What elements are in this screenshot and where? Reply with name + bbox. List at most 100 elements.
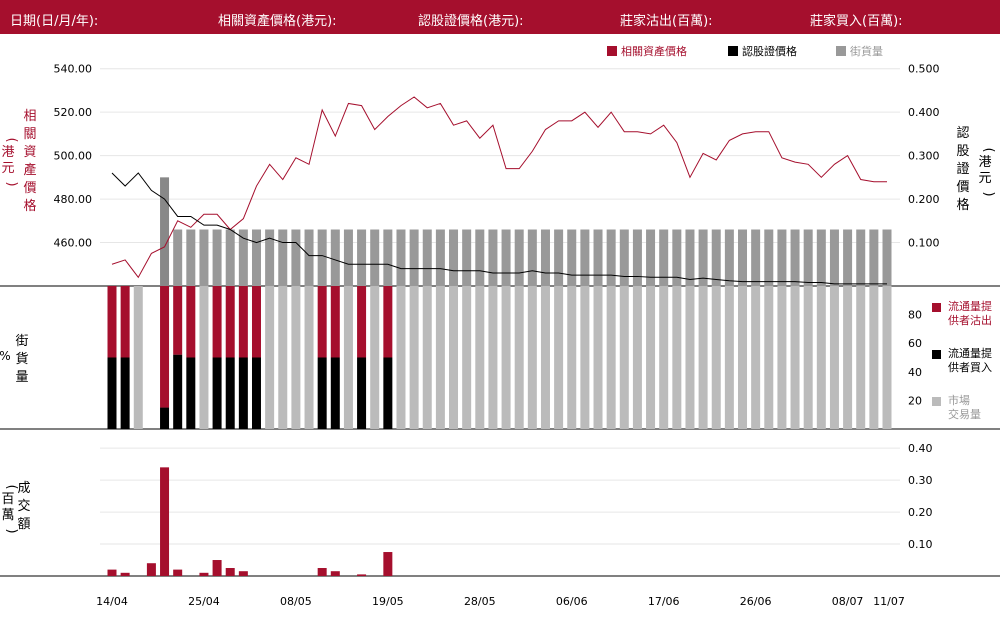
street-volume-bar	[435, 229, 445, 286]
pct-bar-segment	[330, 357, 340, 429]
pct-bar-segment	[580, 286, 590, 429]
pct-bar-segment	[751, 286, 761, 429]
pct-bar-segment	[186, 357, 196, 429]
street-volume-bar	[462, 229, 472, 286]
underlying-unit-char-open: (	[4, 137, 19, 142]
street-volume-bar	[160, 177, 170, 286]
left-tick-label: 460.00	[54, 237, 93, 250]
turnover-bar	[383, 552, 393, 576]
pct-bar-segment	[357, 286, 367, 358]
legend-swatch-warrant	[728, 46, 738, 56]
turnover-tick-label: 0.20	[908, 506, 933, 519]
street-volume-bar	[265, 229, 275, 286]
pct-bar-segment	[672, 286, 682, 429]
turnover-bars	[107, 467, 393, 576]
legend-underlying: 相關資產價格	[621, 44, 687, 58]
pct-legend-label: 供者沽出	[948, 313, 992, 327]
turnover-tick-label: 0.30	[908, 474, 933, 487]
warrant-axis-char: 證	[956, 161, 969, 177]
turnover-tick-label: 0.40	[908, 442, 933, 455]
street-volume-bar	[803, 229, 813, 286]
turnover-unit-char-open: (	[4, 484, 19, 489]
header-bar: 日期(日/月/年): 相關資產價格(港元): 認股證價格(港元): 莊家沽出(百…	[0, 0, 1000, 34]
street-volume-bar	[173, 229, 183, 286]
left-tick-label: 480.00	[54, 193, 93, 206]
pct-bar-segment	[646, 286, 656, 429]
pct-bar-segment	[317, 357, 327, 429]
street-volume-bar	[777, 229, 787, 286]
street-volume-bar	[632, 229, 642, 286]
street-volume-bar	[291, 229, 301, 286]
pct-bar-segment	[107, 286, 117, 358]
street-volume-bar	[606, 229, 616, 286]
pct-bar-segment	[540, 286, 550, 429]
date-label: 日期(日/月/年):	[10, 14, 99, 29]
pct-bar-segment	[238, 357, 248, 429]
pct-bar-segment	[514, 286, 524, 429]
pct-bar-segment	[133, 286, 143, 429]
pct-bar-segment	[251, 357, 261, 429]
pct-bar-segment	[488, 286, 498, 429]
street-volume-bar	[856, 229, 866, 286]
turnover-unit-char-close: )	[4, 528, 19, 533]
pct-bar-segment	[659, 286, 669, 429]
pct-bar-segment	[632, 286, 642, 429]
warrant-price-line	[111, 172, 887, 285]
street-volume-bar	[567, 229, 577, 286]
pct-bar-segment	[816, 286, 826, 429]
pct-bar-segment	[711, 286, 721, 429]
pct-bar-segment	[120, 286, 130, 358]
pct-bar-segment	[422, 286, 432, 429]
pct-bar-segment	[409, 286, 419, 429]
warrant-axis-char: 格	[956, 197, 969, 213]
street-volume-bar	[829, 229, 839, 286]
pct-bar-segment	[738, 286, 748, 429]
pct-bar-segment	[383, 286, 393, 358]
pct-bar-segment	[843, 286, 853, 429]
x-tick-label: 08/07	[832, 595, 864, 608]
x-tick-label: 19/05	[372, 595, 404, 608]
turnover-bar	[199, 572, 209, 576]
x-tick-label: 28/05	[464, 595, 496, 608]
pct-bar-segment	[160, 286, 170, 408]
pct-bar-segment	[383, 357, 393, 429]
right-tick-label: 0.100	[908, 237, 940, 250]
street-volume-bar	[409, 229, 419, 286]
pct-legend-label: 供者買入	[948, 360, 992, 374]
pct-bar-segment	[396, 286, 406, 429]
pct-legend-label: 交易量	[948, 407, 981, 421]
pct-bar-segment	[462, 286, 472, 429]
pct-legend-label: 市場	[948, 393, 970, 407]
warrant-axis-char: 價	[956, 180, 969, 195]
turnover-bar	[238, 571, 248, 576]
street-volume-bar	[304, 229, 314, 286]
pct-bar-segment	[343, 286, 353, 429]
right-tick-label: 0.200	[908, 193, 940, 206]
pct-legend-label: 流通量提	[948, 299, 992, 313]
pct-axis-char: 貨	[15, 351, 28, 367]
buy-label: 莊家買入(百萬):	[810, 14, 903, 29]
pct-axis-char: 量	[15, 370, 28, 385]
street-volume-bar	[724, 229, 734, 286]
underlying-unit-char-close: )	[4, 181, 19, 186]
street-volume-bar	[646, 229, 656, 286]
pct-bar-segment	[238, 286, 248, 358]
pct-bar-segment	[225, 286, 235, 358]
legend-warrant: 認股證價格	[742, 44, 797, 58]
street-volume-bar	[370, 229, 380, 286]
pct-tick-label: 20	[908, 394, 922, 407]
underlying-axis-char: 價	[23, 181, 36, 196]
axis-ticks: 540.00520.00500.00480.00460.000.5000.400…	[54, 63, 940, 608]
pct-bar-segment	[304, 286, 314, 429]
legend-street: 街貨量	[850, 44, 883, 58]
pct-axis-char: 街	[15, 334, 28, 349]
street-volume-bar	[554, 229, 564, 286]
turnover-bar	[146, 563, 156, 576]
pct-legend-swatch	[932, 397, 941, 406]
warrant-axis-label: 認股證價格 (港元)	[956, 125, 996, 213]
turnover-tick-label: 0.10	[908, 538, 933, 551]
pct-unit-char: %	[0, 349, 11, 363]
street-volume-bar	[711, 229, 721, 286]
underlying-axis-char: 關	[23, 127, 36, 142]
pct-bar-segment	[186, 286, 196, 358]
